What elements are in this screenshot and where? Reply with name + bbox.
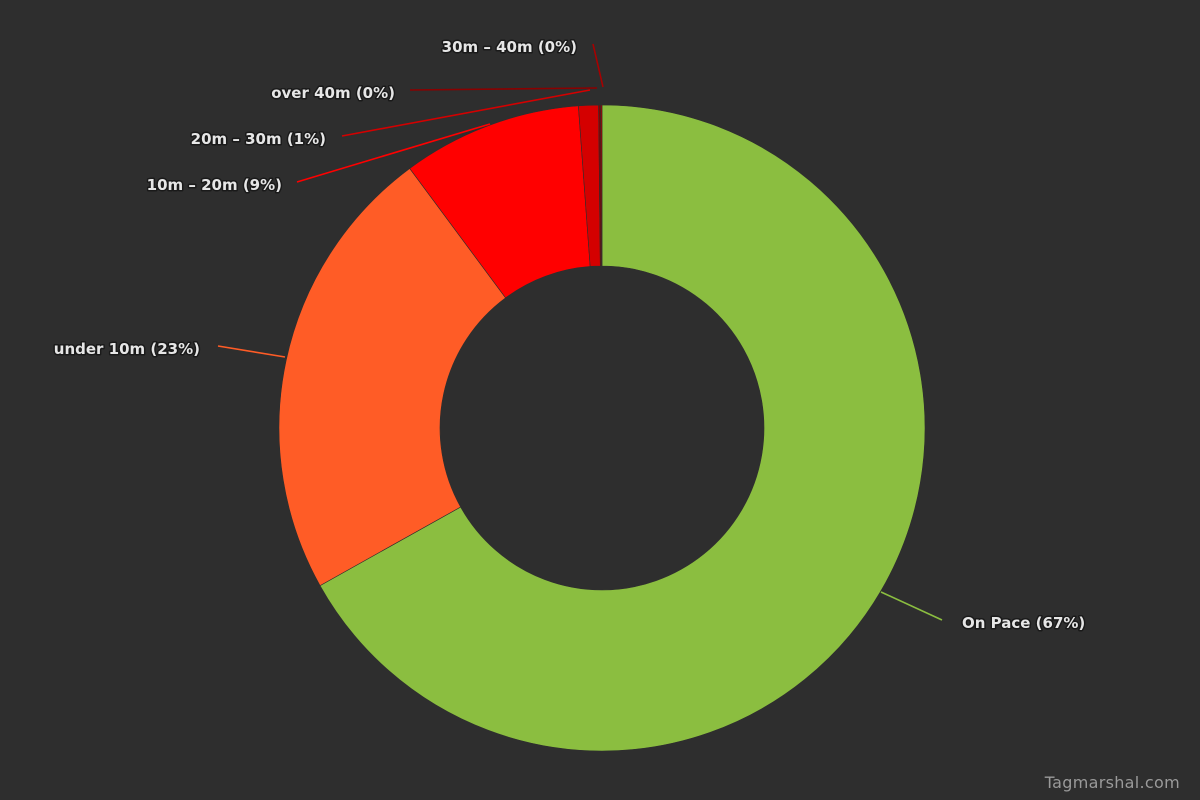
slice-30m-40m[interactable] [600, 104, 603, 267]
connector-20m-30m [341, 89, 591, 137]
connector-30m-40m [592, 43, 604, 88]
label-on-pace: On Pace (67%) [962, 614, 1085, 632]
label-30m-40m: 30m – 40m (0%) [442, 38, 577, 56]
label-20m-30m: 20m – 30m (1%) [191, 130, 326, 148]
label-10m-20m: 10m – 20m (9%) [147, 176, 282, 194]
slice-under-10m[interactable] [278, 168, 506, 586]
connector-over-40m [409, 87, 598, 91]
label-under-10m: under 10m (23%) [54, 340, 200, 358]
connectors-layer [217, 43, 943, 621]
labels-layer: On Pace (67%) under 10m (23%) 10m – 20m (9… [52, 37, 1087, 634]
slice-on-pace[interactable] [319, 104, 926, 752]
connector-under-10m [217, 345, 286, 358]
credit-text[interactable]: Tagmarshal.com [1044, 773, 1180, 792]
connector-10m-20m [296, 123, 491, 183]
slices-layer [278, 104, 926, 752]
label-over-40m: over 40m (0%) [271, 84, 395, 102]
connector-on-pace [880, 591, 943, 621]
